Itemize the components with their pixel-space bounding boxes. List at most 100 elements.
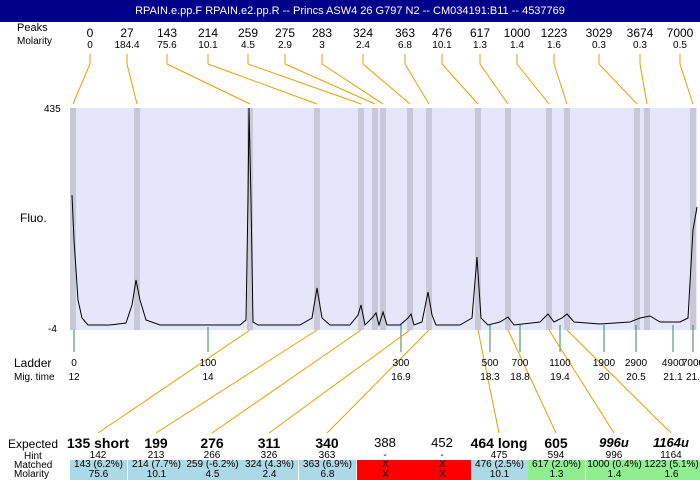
ladder-size: 1100: [549, 358, 571, 369]
matched-molarity-cell: 75.6: [70, 470, 127, 480]
expected-label: Expected: [8, 437, 59, 451]
peak-band: [358, 108, 364, 330]
peaks-label: Peaks: [17, 22, 48, 34]
expected-size: 996u: [599, 435, 629, 450]
y-min-label: -4: [48, 324, 57, 335]
matched-molarity-cell: 2.4: [241, 470, 298, 480]
matched-cell: 476 (2.5%): [471, 460, 528, 470]
peak-band: [634, 108, 640, 330]
peak-molarity: 4.5: [241, 40, 255, 51]
peak-size: 617: [469, 26, 491, 40]
peak-size: 3029: [585, 26, 613, 40]
hint-value: 326: [260, 450, 278, 461]
hint-value: 266: [203, 450, 221, 461]
peak-molarity: 1.6: [547, 40, 561, 51]
peak-molarity: 0.3: [633, 40, 647, 51]
ladder-size: 300: [392, 358, 410, 369]
hint-value: 363: [318, 450, 336, 461]
expected-size: 276: [200, 435, 224, 451]
expected-size: 199: [144, 435, 168, 451]
expected-size: 464 long: [470, 435, 528, 451]
peak-molarity: 1.4: [510, 40, 524, 51]
peak-connector: [598, 63, 638, 105]
ladder-mig-time: 21.1: [663, 372, 683, 383]
molarity-top-label: Molarity: [17, 36, 53, 47]
peak-size: 1000: [503, 26, 531, 40]
hint-value: -: [440, 450, 444, 461]
expected-size: 605: [544, 435, 568, 451]
expected-size: 311: [257, 435, 281, 451]
window-title: RPAIN.e.pp.F RPAIN.e2.pp.R -- Princs ASW…: [0, 0, 700, 22]
ladder-mig-time: 12: [68, 372, 80, 383]
matched-cell: 617 (2.0%): [528, 460, 585, 470]
hint-value: -: [383, 450, 387, 461]
matched-molarity-cell: X: [357, 470, 414, 480]
peak-molarity: 2.4: [356, 40, 370, 51]
ladder-mig-time: 18.8: [510, 372, 530, 383]
peak-connector: [362, 63, 411, 105]
peak-band: [426, 108, 432, 330]
molarity-bottom-label: Molarity: [14, 469, 50, 480]
peak-band: [407, 108, 413, 330]
ladder-label: Ladder: [14, 356, 52, 370]
hint-value: 594: [547, 450, 565, 461]
ladder-size: 0: [71, 358, 77, 369]
expected-connector: [507, 329, 557, 434]
fluorescence-trace: [71, 107, 698, 327]
expected-size: 1164u: [653, 435, 689, 450]
peak-molarity: 2.9: [278, 40, 292, 51]
peak-connector: [441, 63, 479, 105]
peak-size: 259: [237, 26, 259, 40]
matched-molarity-cell: 4.5: [184, 470, 241, 480]
peak-molarity: 3: [319, 40, 325, 51]
peak-connector: [207, 63, 318, 105]
expected-size: 135 short: [66, 435, 130, 451]
peak-band: [690, 108, 696, 330]
peak-molarity: 0: [87, 40, 93, 51]
peak-molarity: 6.8: [398, 40, 412, 51]
hint-value: 142: [89, 450, 107, 461]
mig-time-label: Mig. time: [14, 372, 55, 383]
peak-band: [564, 108, 570, 330]
matched-cell: 143 (6.2%): [70, 460, 127, 470]
ladder-mig-time: 19.4: [550, 372, 570, 383]
expected-size: 388: [374, 435, 396, 450]
matched-molarity-cell: 1.6: [643, 470, 700, 480]
matched-cell: X: [414, 460, 471, 470]
peak-molarity: 0.5: [673, 40, 687, 51]
ladder-mig-time: 14: [202, 372, 214, 383]
peak-size: 143: [156, 26, 178, 40]
peak-size: 275: [274, 26, 296, 40]
peak-size: 324: [352, 26, 374, 40]
peak-band: [380, 108, 386, 330]
expected-connector: [211, 329, 362, 434]
expected-connector: [97, 329, 251, 434]
peak-connector: [639, 63, 648, 105]
peak-connector: [479, 63, 509, 105]
matched-molarity-cell: 6.8: [299, 470, 356, 480]
y-max-label: 435: [44, 104, 61, 115]
peak-connector: [72, 63, 91, 105]
peak-molarity: 0.3: [592, 40, 606, 51]
ladder-size: 1900: [592, 358, 616, 369]
hint-value: 213: [147, 450, 165, 461]
peak-connector: [166, 63, 251, 105]
ladder-mig-time: 18.3: [480, 372, 500, 383]
ladder-mig-time: 21.: [686, 372, 700, 383]
peak-band: [314, 108, 320, 330]
peak-size: 7000: [666, 26, 694, 40]
matched-cell: 1223 (5.1%): [643, 460, 700, 470]
expected-connector: [155, 329, 318, 434]
matched-molarity-cell: 1.4: [586, 470, 643, 480]
peak-band: [644, 108, 650, 330]
peak-connector: [284, 63, 376, 105]
matched-molarity-cell: 10.1: [128, 470, 185, 480]
peak-size: 0: [86, 26, 94, 40]
peak-connector: [404, 63, 430, 105]
matched-cell: 1000 (0.4%): [586, 460, 643, 470]
peak-band: [505, 108, 511, 330]
peak-band: [546, 108, 552, 330]
peak-size: 476: [431, 26, 453, 40]
peak-molarity: 1.3: [473, 40, 487, 51]
